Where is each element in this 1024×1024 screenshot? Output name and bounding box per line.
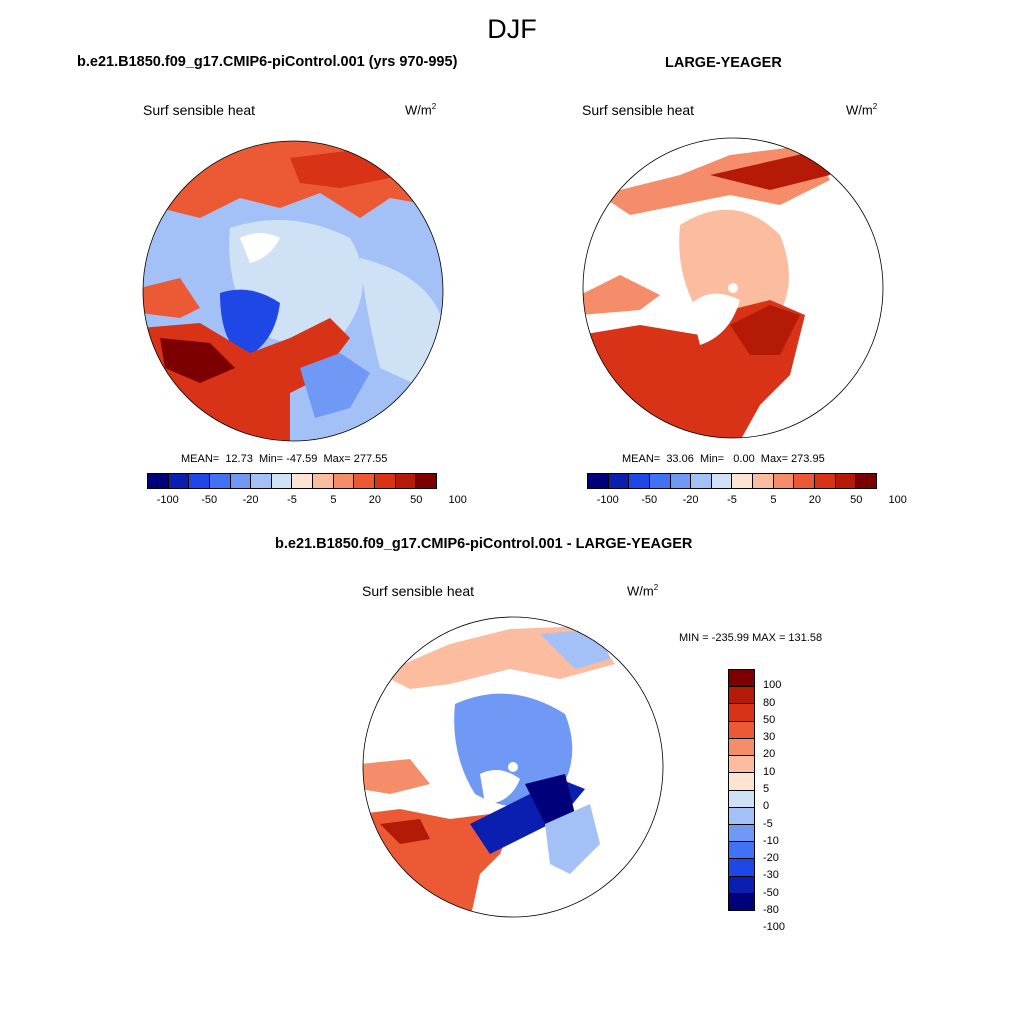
panel-3-colorbar-swatch <box>729 858 754 876</box>
panel-1-colorbar-swatch <box>270 474 292 488</box>
panel-3-colorbar <box>728 669 755 911</box>
panel-2-title: LARGE-YEAGER <box>665 55 782 71</box>
panel-1-title: b.e21.B1850.f09_g17.CMIP6-piControl.001 … <box>77 54 458 70</box>
panel-2-colorbar-swatch <box>772 474 794 488</box>
panel-2-stats: MEAN= 33.06 Min= 0.00 Max= 273.95 <box>622 453 825 465</box>
panel-3-colorbar-swatch <box>729 720 754 738</box>
panel-1-colorbar-tick-label: -50 <box>201 494 218 506</box>
panel-2-colorbar-swatch <box>588 474 608 488</box>
panel-1-colorbar-swatch <box>291 474 313 488</box>
panel-3-colorbar-swatch <box>729 686 754 704</box>
panel-2-colorbar-swatch <box>607 474 629 488</box>
panel-3-colorbar-tick-label: 5 <box>763 783 770 795</box>
panel-3-colorbar-tick-label: -20 <box>763 852 779 865</box>
panel-3-colorbar-tick-label: -50 <box>763 886 779 899</box>
panel-1-colorbar-swatch <box>415 474 436 488</box>
panel-2-colorbar <box>587 473 877 489</box>
panel-3-colorbar-tick-label: -100 <box>763 921 786 934</box>
panel-3-colorbar-tick-label: 80 <box>763 696 776 709</box>
panel-1-colorbar-row <box>147 473 437 489</box>
panel-3-colorbar-tick-label: 30 <box>763 731 776 744</box>
panel-1-colorbar-swatch <box>167 474 189 488</box>
panel-2-colorbar-swatch <box>628 474 649 488</box>
panel-1-colorbar-swatch <box>188 474 209 488</box>
panel-1-colorbar <box>147 473 437 489</box>
panel-1-colorbar-tick-label: 50 <box>410 494 423 506</box>
panel-3-colorbar-tick-label: 20 <box>763 748 776 761</box>
panel-3-colorbar-swatch <box>729 841 754 859</box>
panel-3-map <box>362 616 664 918</box>
panel-3-colorbar-tick-label: 50 <box>763 713 776 726</box>
panel-2-colorbar-swatch <box>855 474 876 488</box>
panel-1-colorbar-swatch <box>312 474 333 488</box>
panel-3-colorbar-swatch <box>729 806 754 824</box>
panel-3-stats: MIN = -235.99 MAX = 131.58 <box>679 632 823 644</box>
panel-3-colorbar-swatch <box>729 875 754 893</box>
panel-2-colorbar-tick-label: 20 <box>808 494 821 506</box>
figure-title: DJF <box>487 14 537 44</box>
panel-3-colorbar-swatch <box>729 892 754 911</box>
panel-3-variable: Surf sensible heat <box>362 583 475 599</box>
panel-2-colorbar-tick-label: -5 <box>727 494 737 506</box>
panel-3-colorbar-tick-label: 0 <box>763 800 770 813</box>
panel-1-colorbar-tick-label: 5 <box>330 494 337 506</box>
panel-1-variable: Surf sensible heat <box>143 102 256 118</box>
panel-1-colorbar-swatch <box>250 474 271 488</box>
panel-1-colorbar-swatch <box>148 474 168 488</box>
panel-3-colorbar-swatch <box>729 670 754 687</box>
panel-2-colorbar-swatch <box>648 474 670 488</box>
panel-3-colorbar-tick-label: 100 <box>763 679 782 692</box>
panel-2-map <box>582 137 884 439</box>
panel-1-stats: MEAN= 12.73 Min= -47.59 Max= 277.55 <box>181 453 388 465</box>
panel-2-units: W/m2 <box>846 102 878 118</box>
panel-2-colorbar-swatch <box>793 474 815 488</box>
panel-3-colorbar-swatch <box>729 772 754 790</box>
panel-2-colorbar-swatch <box>731 474 753 488</box>
panel-3-colorbar-tick-label: -10 <box>763 834 779 847</box>
panel-1-colorbar-swatch <box>394 474 416 488</box>
panel-1-units: W/m2 <box>405 102 437 118</box>
panel-2-colorbar-tick-label: 100 <box>888 494 907 506</box>
panel-2-colorbar-tick-label: -50 <box>641 494 658 506</box>
panel-1-colorbar-swatch <box>229 474 251 488</box>
panel-1-colorbar-swatch <box>332 474 354 488</box>
panel-3-colorbar-tick-label: -80 <box>763 904 779 916</box>
panel-3-title: b.e21.B1850.f09_g17.CMIP6-piControl.001 … <box>275 536 693 552</box>
panel-2-colorbar-tick-label: -20 <box>682 494 699 506</box>
panel-3-colorbar-tick-label: -5 <box>763 817 773 830</box>
panel-3-colorbar-col <box>728 669 755 911</box>
panel-2-colorbar-tick-label: 50 <box>850 494 863 506</box>
panel-1-colorbar-tick-label: -100 <box>156 494 179 506</box>
panel-1-colorbar-labels: -100 -50 -20 -5 5 20 50 100 <box>147 494 467 508</box>
panel-2-colorbar-swatch <box>669 474 691 488</box>
panel-2-colorbar-swatch <box>690 474 711 488</box>
panel-1-map <box>142 140 444 442</box>
panel-2-colorbar-labels: -100 -50 -20 -5 5 20 50 100 <box>587 494 907 508</box>
panel-3-colorbar-tick-label: 10 <box>763 765 776 778</box>
panel-2-colorbar-row <box>587 473 877 489</box>
panel-1-colorbar-tick-label: 20 <box>368 494 381 506</box>
panel-2-colorbar-swatch <box>834 474 856 488</box>
panel-3-colorbar-labels: 100 80 50 30 20 10 5 0 -5 -10 -20 -30 -50 -80 -100 <box>763 669 823 933</box>
panel-3-colorbar-swatch <box>729 703 754 721</box>
panel-1-colorbar-swatch <box>374 474 395 488</box>
panel-3-colorbar-swatch <box>729 823 754 842</box>
panel-1-colorbar-swatch <box>208 474 230 488</box>
panel-3-colorbar-swatch <box>729 755 754 773</box>
panel-1-colorbar-tick-label: -5 <box>287 494 297 506</box>
panel-2-colorbar-tick-label: 5 <box>770 494 777 506</box>
panel-3-colorbar-swatch <box>729 789 754 807</box>
panel-2-colorbar-swatch <box>814 474 835 488</box>
panel-2-colorbar-swatch <box>710 474 732 488</box>
panel-2-colorbar-swatch <box>752 474 773 488</box>
panel-3-colorbar-tick-label: -30 <box>763 869 779 882</box>
panel-2-variable: Surf sensible heat <box>582 102 695 118</box>
panel-1-colorbar-tick-label: 100 <box>448 494 467 506</box>
panel-1-colorbar-swatch <box>353 474 375 488</box>
panel-3-units: W/m2 <box>627 583 659 599</box>
panel-3-colorbar-swatch <box>729 737 754 756</box>
panel-1-colorbar-tick-label: -20 <box>242 494 259 506</box>
panel-2-colorbar-tick-label: -100 <box>596 494 619 506</box>
